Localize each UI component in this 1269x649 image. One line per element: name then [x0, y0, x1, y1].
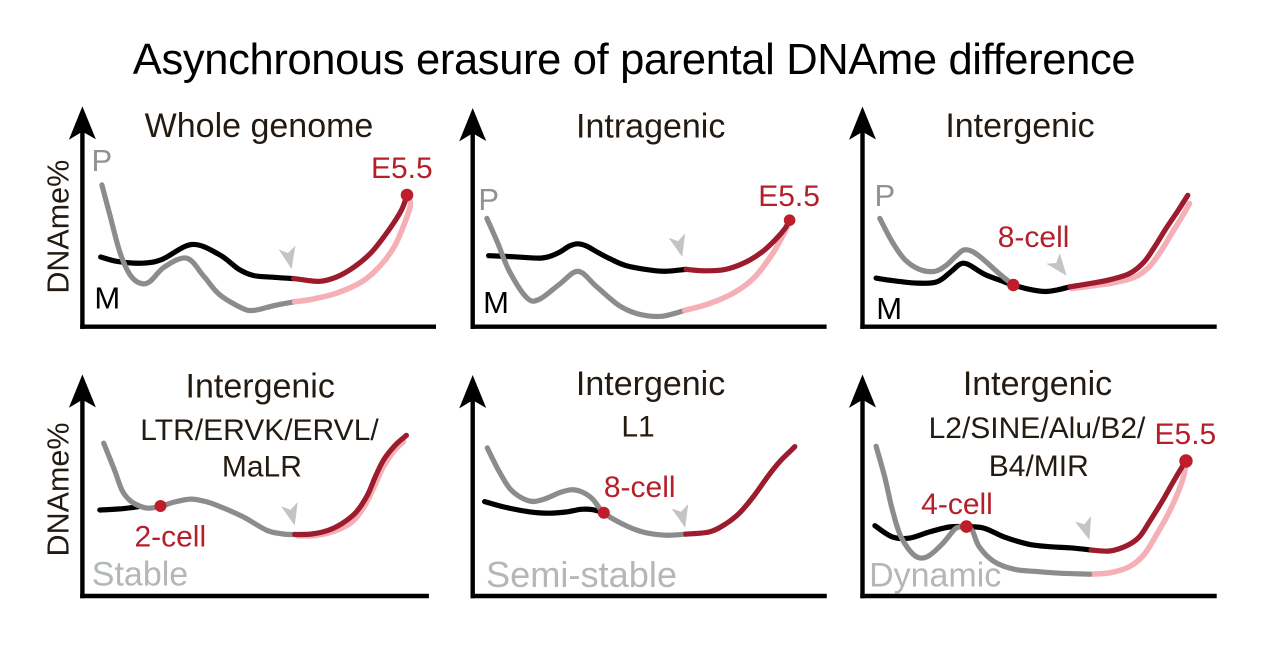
- svg-text:L1: L1: [621, 411, 654, 444]
- svg-text:Stable: Stable: [92, 556, 188, 594]
- svg-text:P: P: [875, 178, 896, 213]
- svg-text:E5.5: E5.5: [758, 180, 820, 213]
- svg-text:DNAme%: DNAme%: [42, 160, 76, 294]
- svg-text:M: M: [876, 291, 902, 326]
- svg-text:Intergenic: Intergenic: [576, 365, 725, 403]
- svg-text:8-cell: 8-cell: [604, 471, 676, 504]
- svg-text:DNAme%: DNAme%: [42, 423, 76, 557]
- svg-text:Intergenic: Intergenic: [186, 367, 335, 405]
- svg-text:E5.5: E5.5: [1155, 418, 1217, 451]
- svg-text:Dynamic: Dynamic: [869, 557, 1001, 595]
- svg-text:Semi-stable: Semi-stable: [486, 554, 677, 595]
- svg-text:L2/SINE/Alu/B2/: L2/SINE/Alu/B2/: [929, 412, 1146, 445]
- svg-text:B4/MIR: B4/MIR: [989, 450, 1089, 483]
- svg-text:E5.5: E5.5: [371, 152, 433, 185]
- svg-text:Whole genome: Whole genome: [145, 107, 374, 145]
- svg-text:M: M: [94, 281, 120, 316]
- svg-text:LTR/ERVK/ERVL/: LTR/ERVK/ERVL/: [140, 414, 379, 447]
- svg-text:4-cell: 4-cell: [921, 488, 993, 521]
- svg-text:2-cell: 2-cell: [134, 520, 206, 553]
- svg-text:Asynchronous erasure of parent: Asynchronous erasure of parental DNAme d…: [133, 36, 1135, 84]
- svg-text:Intergenic: Intergenic: [945, 107, 1094, 145]
- svg-text:P: P: [478, 182, 499, 217]
- svg-text:Intragenic: Intragenic: [576, 108, 725, 146]
- svg-text:M: M: [483, 285, 509, 320]
- svg-text:MaLR: MaLR: [222, 450, 302, 483]
- svg-text:P: P: [91, 143, 112, 178]
- svg-text:8-cell: 8-cell: [998, 221, 1070, 254]
- svg-text:Intergenic: Intergenic: [963, 365, 1112, 403]
